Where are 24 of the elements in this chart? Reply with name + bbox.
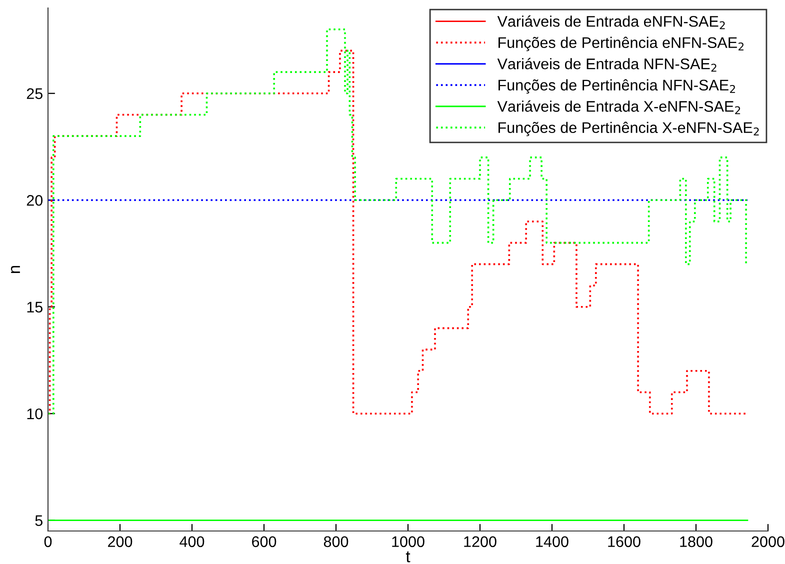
- y-tick-label: 25: [26, 88, 42, 100]
- y-tick-label: 15: [27, 302, 42, 313]
- x-tick-label: 0: [44, 536, 52, 548]
- y-tick-label: 10: [27, 408, 43, 420]
- x-axis-title: t: [406, 551, 410, 562]
- legend-label: Funções de Pertinência eNFN-SAE$_{2}$: [498, 36, 744, 52]
- legend-label: Variáveis de Entrada NFN-SAE$_{2}$: [497, 58, 716, 72]
- x-tick-label: 800: [324, 536, 348, 548]
- legend-label: Variáveis de Entrada eNFN-SAE$_{2}$: [497, 15, 725, 30]
- legend-label: Funções de Pertinência X-eNFN-SAE$_{2}$: [498, 122, 759, 136]
- y-tick-label: 20: [26, 194, 43, 206]
- x-tick-label: 1200: [464, 536, 496, 548]
- x-tick-label: 1000: [392, 536, 424, 548]
- x-tick-label: 1800: [680, 536, 712, 548]
- legend-label: Funções de Pertinência NFN-SAE$_{2}$: [498, 79, 735, 94]
- x-tick-label: 2000: [752, 536, 784, 548]
- y-axis-title: n: [10, 266, 20, 274]
- x-tick-label: 1400: [536, 536, 568, 548]
- legend-label: Variáveis de Entrada X-eNFN-SAE$_{2}$: [497, 100, 740, 114]
- x-tick-label: 1600: [608, 536, 640, 548]
- y-tick-label: 5: [35, 515, 42, 526]
- x-tick-label: 200: [108, 536, 132, 548]
- x-tick-label: 400: [180, 536, 204, 548]
- x-tick-label: 600: [252, 536, 276, 548]
